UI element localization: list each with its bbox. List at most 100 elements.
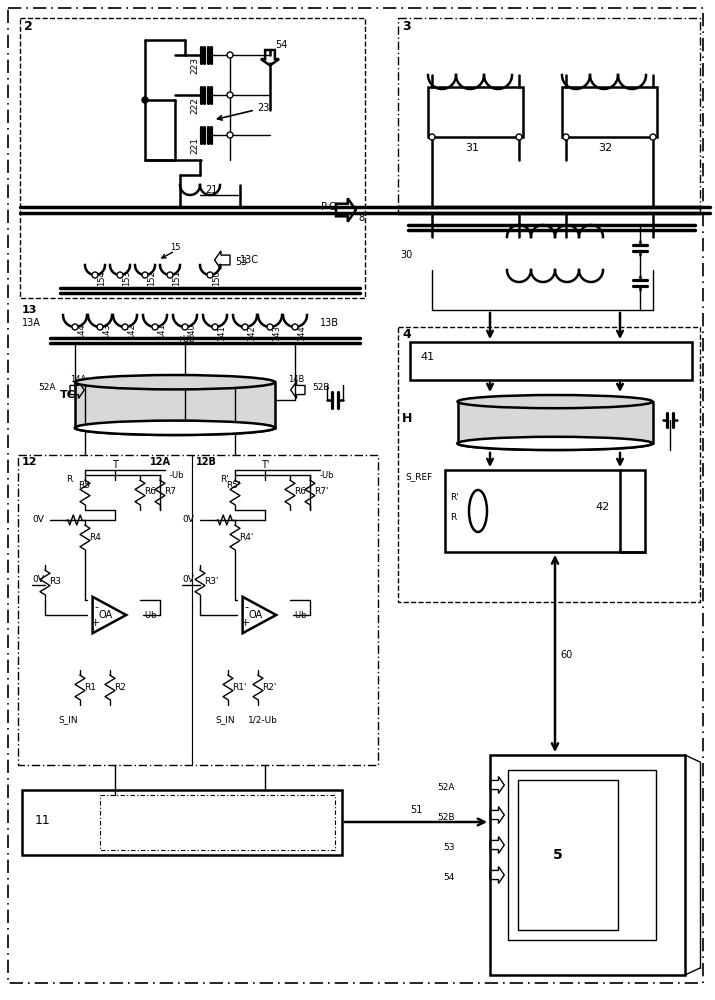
Text: S_IN: S_IN xyxy=(58,716,78,724)
Text: R6: R6 xyxy=(144,488,156,496)
Circle shape xyxy=(267,324,273,330)
Text: 140: 140 xyxy=(187,323,196,339)
Text: 141: 141 xyxy=(157,323,166,339)
Text: P: P xyxy=(321,202,327,212)
Text: -Ub: -Ub xyxy=(293,610,307,619)
Circle shape xyxy=(212,324,218,330)
Circle shape xyxy=(97,324,103,330)
Text: 0V: 0V xyxy=(32,576,44,584)
Bar xyxy=(445,470,645,552)
Text: OA: OA xyxy=(248,610,262,620)
Text: 153: 153 xyxy=(122,270,131,286)
Text: R': R' xyxy=(450,492,459,502)
Circle shape xyxy=(650,134,656,140)
Text: S_IN: S_IN xyxy=(215,716,235,724)
Text: 52B: 52B xyxy=(312,383,330,392)
Circle shape xyxy=(227,92,233,98)
Text: 8: 8 xyxy=(358,213,364,223)
Text: 4: 4 xyxy=(402,328,410,342)
Text: 0V: 0V xyxy=(182,516,194,524)
Circle shape xyxy=(207,272,213,278)
Text: -Ub: -Ub xyxy=(143,610,157,619)
Text: 13C: 13C xyxy=(240,255,259,265)
Text: R3': R3' xyxy=(204,578,219,586)
Text: -: - xyxy=(244,602,248,612)
Text: R2: R2 xyxy=(114,682,126,692)
Bar xyxy=(75,382,275,428)
Text: 53: 53 xyxy=(235,257,247,267)
Bar xyxy=(428,87,523,137)
Circle shape xyxy=(242,324,248,330)
Text: 150: 150 xyxy=(212,270,221,286)
Text: 151: 151 xyxy=(172,270,181,286)
Ellipse shape xyxy=(458,395,653,408)
Text: 3: 3 xyxy=(402,19,410,32)
Text: 143': 143' xyxy=(272,323,281,341)
Bar xyxy=(458,402,653,443)
Text: +Ub: +Ub xyxy=(176,336,194,344)
Text: 13B: 13B xyxy=(320,318,339,328)
Circle shape xyxy=(563,134,569,140)
Text: 30: 30 xyxy=(400,250,413,260)
Text: -Ub: -Ub xyxy=(320,472,335,481)
Circle shape xyxy=(92,272,98,278)
Text: 12A: 12A xyxy=(150,457,171,467)
Text: 12: 12 xyxy=(22,457,37,467)
Text: 143: 143 xyxy=(102,323,111,339)
Text: 144': 144' xyxy=(297,323,306,341)
Text: 1/2-Ub: 1/2-Ub xyxy=(248,716,278,724)
Text: 53: 53 xyxy=(443,842,455,852)
Text: 14A: 14A xyxy=(70,375,87,384)
Text: R': R' xyxy=(220,476,229,485)
Text: 52A: 52A xyxy=(38,383,56,392)
Circle shape xyxy=(142,272,148,278)
Text: S_REF: S_REF xyxy=(405,473,433,482)
Text: 23: 23 xyxy=(257,103,270,113)
Text: 222: 222 xyxy=(190,97,199,114)
Text: 41: 41 xyxy=(420,352,434,362)
Circle shape xyxy=(167,272,173,278)
Text: -Ub: -Ub xyxy=(170,472,184,481)
Text: 15: 15 xyxy=(170,243,180,252)
Circle shape xyxy=(429,134,435,140)
Bar xyxy=(20,18,365,298)
Text: 142: 142 xyxy=(127,323,136,339)
Text: R4': R4' xyxy=(239,532,253,542)
Text: R4: R4 xyxy=(89,532,101,542)
Text: 51: 51 xyxy=(410,805,423,815)
Text: R6': R6' xyxy=(294,488,308,496)
Text: 144: 144 xyxy=(77,323,86,339)
Text: 0V: 0V xyxy=(32,516,44,524)
Text: H: H xyxy=(402,412,413,424)
Text: 12B: 12B xyxy=(196,457,217,467)
Text: T: T xyxy=(112,460,118,470)
Bar xyxy=(490,755,685,975)
Circle shape xyxy=(122,324,128,330)
Text: R: R xyxy=(66,476,72,485)
Circle shape xyxy=(72,324,78,330)
Text: OA: OA xyxy=(98,610,112,620)
Circle shape xyxy=(152,324,158,330)
Text: 13: 13 xyxy=(22,305,37,315)
Text: +: + xyxy=(92,618,101,628)
Ellipse shape xyxy=(75,375,275,389)
Ellipse shape xyxy=(75,421,275,435)
Text: R: R xyxy=(450,512,456,522)
Bar xyxy=(398,327,700,602)
Circle shape xyxy=(142,97,148,103)
Text: 54: 54 xyxy=(275,40,287,50)
Text: 0V: 0V xyxy=(182,576,194,584)
Text: 13A: 13A xyxy=(22,318,41,328)
Text: 31: 31 xyxy=(465,143,479,153)
Text: 52B: 52B xyxy=(438,812,455,822)
Text: 5: 5 xyxy=(553,848,563,862)
Circle shape xyxy=(227,52,233,58)
Text: R7: R7 xyxy=(164,488,176,496)
Text: -: - xyxy=(94,602,98,612)
Bar xyxy=(518,780,618,930)
Text: 54: 54 xyxy=(443,872,455,882)
Text: 14B: 14B xyxy=(288,375,305,384)
Text: 21: 21 xyxy=(205,185,217,195)
Bar xyxy=(100,795,335,850)
Text: 154: 154 xyxy=(97,270,106,286)
